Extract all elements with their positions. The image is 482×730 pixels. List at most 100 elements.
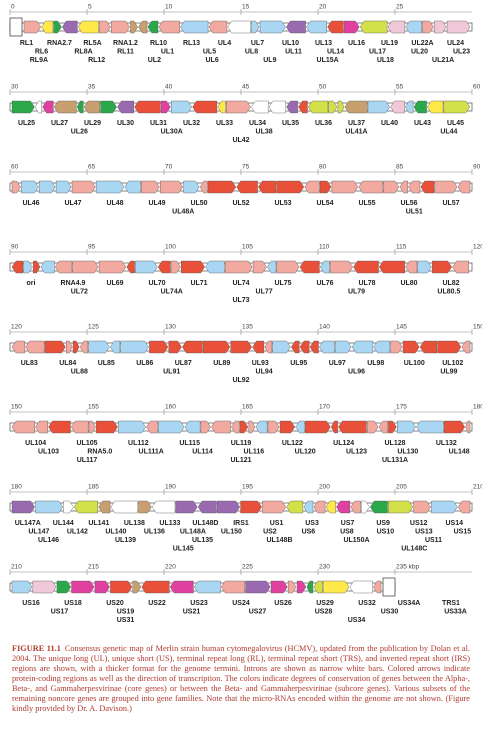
- gene-arrow: [437, 340, 462, 354]
- gene-arrow: [390, 100, 405, 114]
- gene-label: UL96: [348, 368, 365, 375]
- gene-label: UL146: [38, 537, 59, 544]
- gene-label: RL6: [35, 48, 48, 55]
- gene-label: UL51: [406, 208, 423, 215]
- gene-arrow: [53, 100, 77, 114]
- gene-label: UL111A: [139, 448, 164, 455]
- gene-label: UL10: [282, 40, 299, 47]
- gene-label: UL97: [329, 360, 346, 367]
- gene-arrow: [94, 580, 110, 594]
- gene-label: UL72: [71, 288, 88, 295]
- gene-label: UL16: [348, 40, 365, 47]
- gene-label: US3: [305, 520, 319, 527]
- gene-arrow: [35, 420, 48, 434]
- gene-arrow: [267, 260, 277, 274]
- scale-label: 215: [88, 564, 99, 571]
- gene-arrow: [208, 20, 228, 34]
- gene-arrow: [124, 180, 141, 194]
- gene-arrow: [248, 420, 256, 434]
- gene-arrow: [313, 500, 326, 514]
- gene-label: UL114: [192, 448, 213, 455]
- gene-arrow: [378, 420, 388, 434]
- gene-label: UL48: [106, 200, 123, 207]
- gene-label: UL145: [173, 545, 194, 552]
- gene-arrow: [95, 180, 125, 194]
- gene-arrow: [181, 260, 205, 274]
- gene-label: UL99: [440, 368, 457, 375]
- gene-arrow: [170, 260, 181, 274]
- gene-label: UL142: [67, 528, 88, 535]
- scale-label: 60: [11, 164, 19, 171]
- gene-arrow: [295, 420, 305, 434]
- gene-label: US14: [445, 520, 463, 527]
- gene-label: UL132: [436, 440, 457, 447]
- gene-label: UL31: [150, 120, 167, 127]
- gene-arrow: [95, 420, 118, 434]
- gene-arrow: [42, 100, 54, 114]
- gene-label: US19: [117, 608, 135, 615]
- gene-arrow: [306, 580, 314, 594]
- gene-arrow: [168, 340, 182, 354]
- gene-label: RL8A: [74, 48, 92, 55]
- gene-label: US2: [263, 528, 277, 535]
- gene-arrow: [344, 100, 368, 114]
- gene-label: UL80: [400, 280, 417, 287]
- gene-label: UL74: [232, 280, 249, 287]
- gene-arrow: [299, 260, 320, 274]
- scale-label: 180: [473, 404, 482, 411]
- gene-arrow: [134, 100, 161, 114]
- gene-arrow: [71, 180, 96, 194]
- gene-arrow: [309, 340, 319, 354]
- gene-arrow: [457, 180, 471, 194]
- gene-label: UL76: [316, 280, 333, 287]
- gene-arrow: [77, 20, 99, 34]
- gene-arrow: [408, 180, 421, 194]
- gene-arrow: [334, 340, 352, 354]
- gene-label: UL45: [447, 120, 464, 127]
- scale-label: 130: [165, 324, 176, 331]
- gene-label: RL9A: [30, 57, 48, 64]
- gene-arrow: [175, 500, 198, 514]
- gene-label: US10: [377, 528, 395, 535]
- gene-label: UL119: [231, 440, 252, 447]
- caption-text: Consensus genetic map of Merlin strain h…: [12, 644, 470, 713]
- gene-label: UL147A: [15, 520, 41, 527]
- gene-label: US33A: [444, 608, 467, 615]
- gene-label: US31: [117, 617, 135, 624]
- gene-label: UL131A: [382, 457, 408, 464]
- scale-label: 150: [473, 324, 482, 331]
- gene-arrow: [419, 340, 438, 354]
- gene-label: UL123: [346, 448, 367, 455]
- gene-arrow: [192, 100, 218, 114]
- gene-label: US15: [454, 528, 472, 535]
- gene-arrow: [331, 180, 359, 194]
- gene-label: US26: [274, 600, 292, 607]
- gene-label: TRS1: [442, 600, 460, 607]
- gene-label: UL116: [244, 448, 265, 455]
- gene-arrow: [258, 180, 277, 194]
- gene-arrow: [420, 180, 435, 194]
- gene-label: UL93: [252, 360, 269, 367]
- gene-arrow: [370, 500, 388, 514]
- gene-label: UL103: [38, 448, 59, 455]
- gene-label: UL138: [124, 520, 145, 527]
- gene-arrow: [118, 420, 146, 434]
- gene-label: UL53: [274, 200, 291, 207]
- gene-label: UL88: [71, 368, 88, 375]
- scale-label: 0: [11, 4, 15, 11]
- gene-label: US24: [232, 600, 250, 607]
- scale-label: 30: [11, 84, 19, 91]
- gene-label: UL7: [251, 40, 264, 47]
- scale-label: 105: [242, 244, 253, 251]
- gene-label: UL98: [367, 360, 384, 367]
- gene-arrow: [405, 20, 422, 34]
- gene-arrow: [446, 20, 471, 34]
- gene-arrow: [126, 260, 135, 274]
- gene-arrow: [182, 340, 203, 354]
- gene-label: UL100: [404, 360, 425, 367]
- gene-label: UL18: [377, 57, 394, 64]
- gene-label: UL27: [51, 120, 68, 127]
- gene-arrow: [325, 500, 336, 514]
- gene-arrow: [329, 260, 353, 274]
- gene-arrow: [359, 20, 388, 34]
